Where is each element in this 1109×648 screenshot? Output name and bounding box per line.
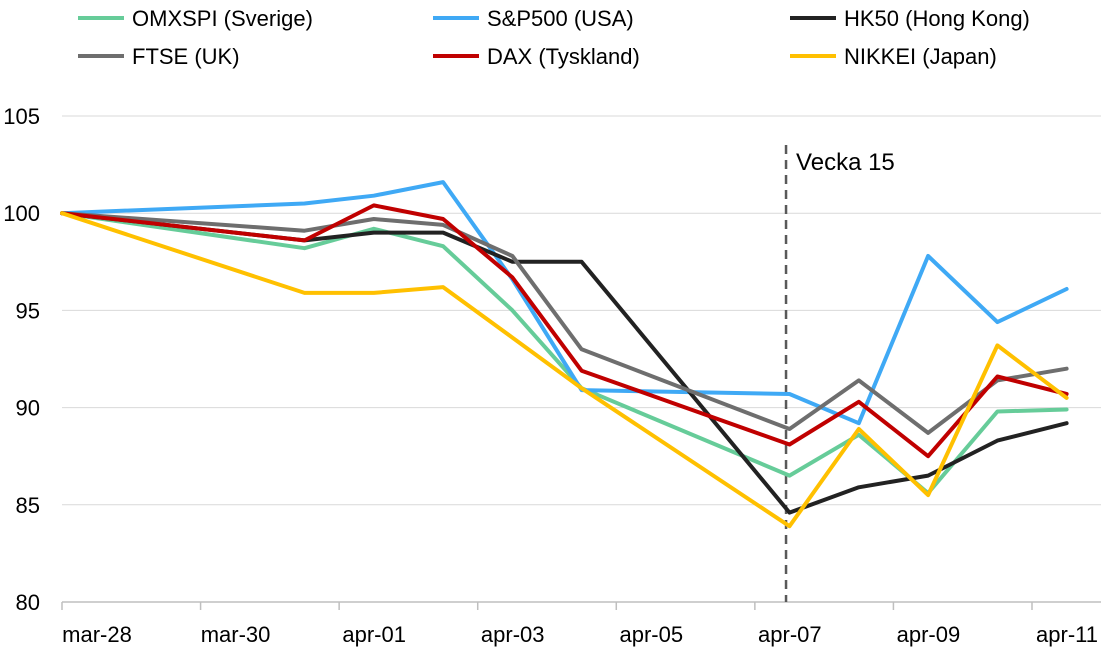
series-line-4 <box>60 203 1069 459</box>
series-line-1 <box>60 180 1069 426</box>
series-line-5 <box>60 211 1069 529</box>
x-tick-label: apr-11 <box>1036 622 1098 647</box>
axes: 80 85 90 95 100 105 mar-28 mar-30 apr-01 apr-03 ap… <box>3 104 1101 647</box>
week-annotation: Vecka 15 <box>784 145 895 602</box>
legend-label: FTSE (UK) <box>132 44 240 69</box>
legend-label: DAX (Tyskland) <box>487 44 640 69</box>
annotation-label: Vecka 15 <box>796 149 895 176</box>
legend-label: NIKKEI (Japan) <box>844 44 997 69</box>
series-line-2 <box>60 211 1069 515</box>
series-line-0 <box>60 211 1069 496</box>
x-tick-label: apr-07 <box>758 622 822 647</box>
legend-label: S&P500 (USA) <box>487 6 634 31</box>
y-tick-label: 85 <box>16 493 40 518</box>
x-tick-label: apr-09 <box>897 622 961 647</box>
y-tick-label: 80 <box>16 590 40 615</box>
y-tick-label: 105 <box>3 104 40 129</box>
y-tick-label: 90 <box>16 396 40 421</box>
x-tick-label: apr-01 <box>342 622 406 647</box>
x-tick-label: apr-05 <box>619 622 683 647</box>
x-tick-label: apr-03 <box>481 622 545 647</box>
legend-label: HK50 (Hong Kong) <box>844 6 1030 31</box>
x-tick-label: mar-28 <box>62 622 132 647</box>
legend-label: OMXSPI (Sverige) <box>132 6 313 31</box>
legend: OMXSPI (Sverige) S&P500 (USA) HK50 (Hong K… <box>78 6 1030 69</box>
y-tick-label: 95 <box>16 298 40 323</box>
x-tick-label: mar-30 <box>201 622 271 647</box>
series-group <box>60 180 1069 529</box>
series-line-3 <box>60 211 1069 435</box>
y-tick-label: 100 <box>3 201 40 226</box>
